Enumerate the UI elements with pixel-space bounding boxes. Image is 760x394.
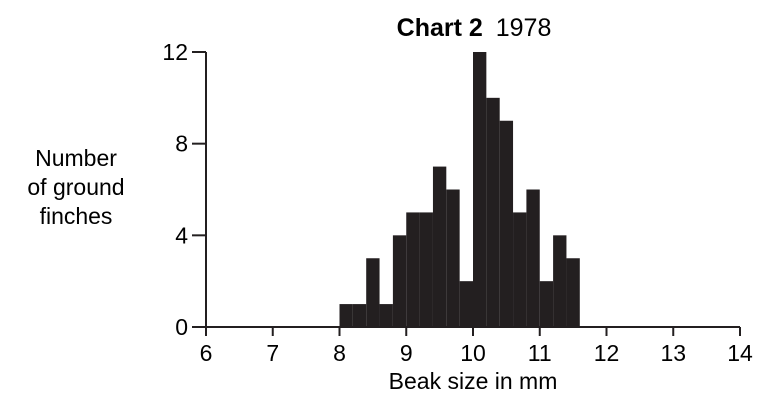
chart-title: Chart 2 1978 (397, 14, 552, 42)
histogram-bar (539, 281, 554, 327)
histogram-bar (392, 235, 407, 327)
x-tick-label: 8 (333, 340, 346, 366)
histogram-bar (406, 212, 420, 327)
x-tick-label: 14 (727, 340, 753, 366)
x-axis-title: Beak size in mm (389, 368, 558, 394)
y-axis-title-line-2: of ground (27, 174, 124, 200)
x-tick-label: 10 (460, 340, 486, 366)
x-tick-label: 12 (594, 340, 620, 366)
chart-title-year: 1978 (496, 14, 552, 42)
axes-group (192, 52, 740, 328)
histogram-bar (566, 258, 580, 327)
y-axis-title-line-3: finches (40, 203, 113, 229)
y-tick-label: 8 (175, 131, 188, 157)
histogram-bar (526, 189, 540, 327)
histogram-bar (366, 258, 380, 327)
y-tick-label: 0 (175, 314, 188, 340)
ticks-group: 6 7 8 9 10 11 12 13 14 0 4 8 12 (162, 39, 753, 366)
x-tick-label: 9 (400, 340, 413, 366)
histogram-bar (473, 52, 487, 327)
histogram-bar (446, 189, 460, 327)
histogram-bar (432, 166, 447, 327)
histogram-bar (486, 97, 500, 327)
histogram-bar (419, 212, 433, 327)
y-axis-title: Number of ground finches (27, 145, 124, 229)
histogram-bar (499, 120, 514, 327)
histogram-bar (379, 304, 393, 327)
y-tick-label: 4 (175, 222, 188, 248)
y-axis-title-line-1: Number (35, 145, 117, 171)
x-tick-label: 7 (266, 340, 279, 366)
x-tick-label: 6 (200, 340, 213, 366)
y-tick-label: 12 (162, 39, 188, 65)
bars-group (339, 52, 580, 327)
histogram-bar (339, 304, 353, 327)
x-tick-label: 11 (528, 340, 552, 366)
chart-title-main: Chart 2 (397, 14, 483, 42)
histogram-bar (553, 235, 567, 327)
histogram-bar (513, 212, 527, 327)
histogram-bar (352, 304, 367, 327)
x-tick-label: 13 (660, 340, 686, 366)
histogram-bar (459, 281, 473, 327)
